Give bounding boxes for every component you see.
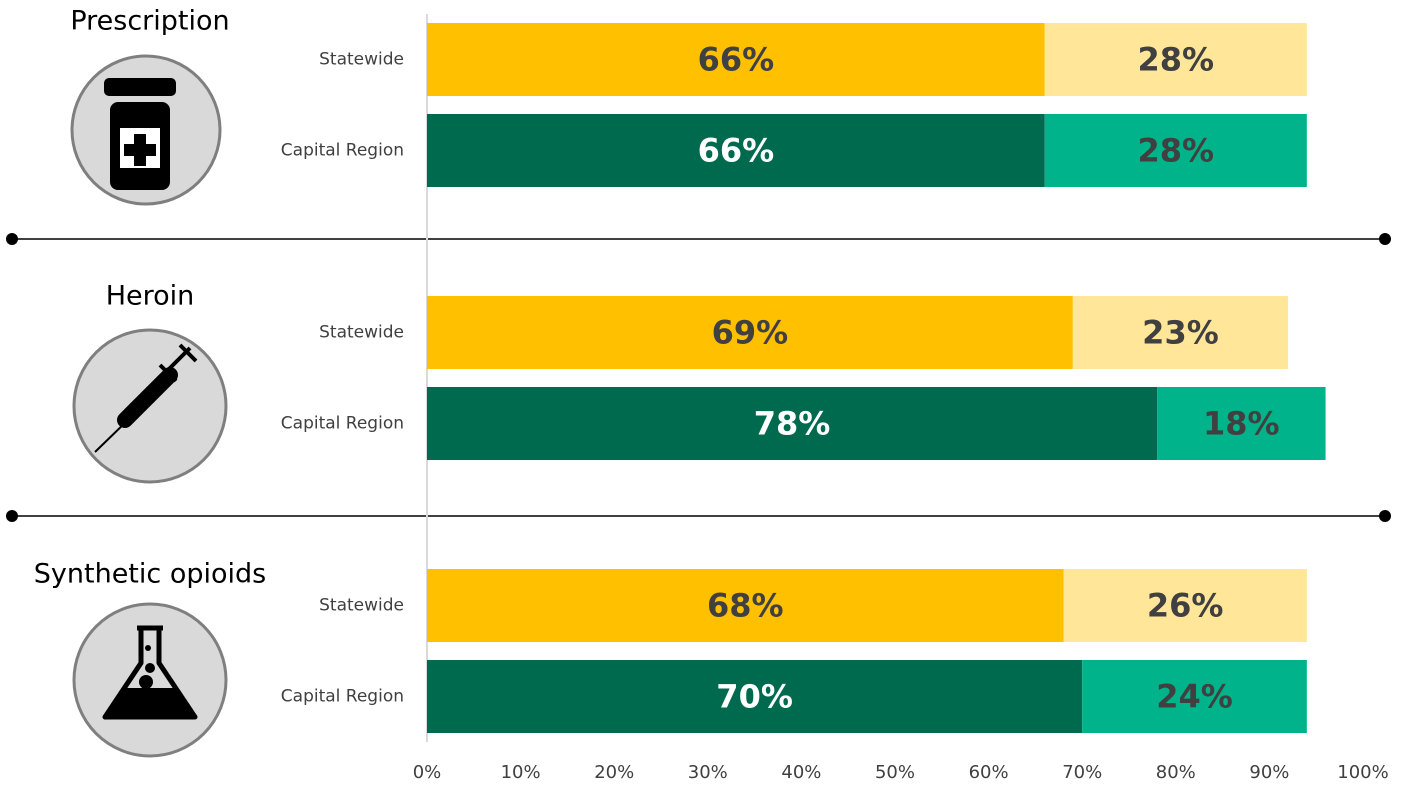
bar-segment [427, 114, 1045, 187]
data-label: 66% [698, 132, 775, 170]
x-tick-label: 0% [413, 762, 442, 783]
data-label: 26% [1147, 587, 1224, 625]
data-label: 28% [1138, 41, 1215, 79]
x-tick-label: 90% [1249, 762, 1289, 783]
syringe-icon [72, 328, 228, 484]
data-label: 68% [707, 587, 784, 625]
data-label: 69% [712, 314, 789, 352]
bar-segment [427, 569, 1064, 642]
bar-segment [1082, 660, 1307, 733]
category-label: Statewide [319, 596, 404, 616]
x-tick-label: 50% [875, 762, 915, 783]
data-label: 28% [1138, 132, 1215, 170]
category-label: Capital Region [281, 414, 404, 434]
bar-segment [1063, 569, 1307, 642]
data-label: 70% [716, 678, 793, 716]
x-tick-label: 60% [969, 762, 1009, 783]
x-tick-label: 40% [781, 762, 821, 783]
data-label: 24% [1156, 678, 1233, 716]
bar-segment [427, 660, 1083, 733]
group-title: Synthetic opioids [34, 559, 266, 590]
data-label: 78% [754, 405, 831, 443]
bar-segment [427, 23, 1045, 96]
group-title: Heroin [106, 281, 195, 312]
group-title: Prescription [70, 6, 229, 37]
x-tick-label: 100% [1337, 762, 1388, 783]
bar-segment [1157, 387, 1326, 460]
data-label: 23% [1142, 314, 1219, 352]
x-tick-label: 10% [501, 762, 541, 783]
category-label: Statewide [319, 323, 404, 343]
x-tick-label: 20% [594, 762, 634, 783]
pill-bottle-icon [70, 54, 222, 206]
x-tick-label: 80% [1156, 762, 1196, 783]
separator-dot [6, 233, 18, 245]
bar-segment [427, 387, 1158, 460]
x-tick-label: 30% [688, 762, 728, 783]
bar-segment [427, 296, 1073, 369]
data-label: 18% [1203, 405, 1280, 443]
separator-dot [1379, 233, 1391, 245]
category-label: Capital Region [281, 687, 404, 707]
category-label: Statewide [319, 50, 404, 70]
data-label: 66% [698, 41, 775, 79]
category-label: Capital Region [281, 141, 404, 161]
flask-icon [72, 602, 228, 758]
bar-segment [1044, 23, 1307, 96]
bar-segment [1072, 296, 1289, 369]
bar-segment [1044, 114, 1307, 187]
x-tick-label: 70% [1062, 762, 1102, 783]
separator-dot [1379, 510, 1391, 522]
separator-dot [6, 510, 18, 522]
